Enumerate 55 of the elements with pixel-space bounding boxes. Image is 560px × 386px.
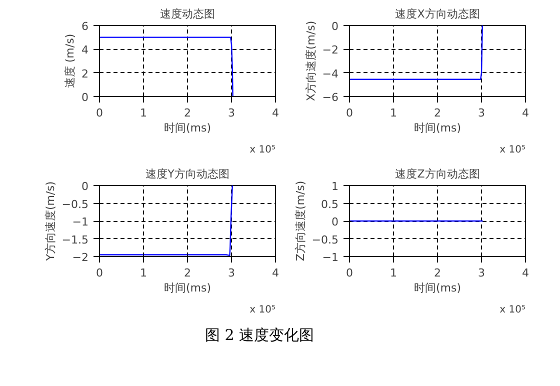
y-tick-label: −1.5 [62, 233, 89, 246]
x-tick-label: 4 [522, 106, 529, 120]
x-axis-title: 时间(ms) [164, 122, 212, 134]
x-tick-label: 2 [184, 106, 191, 120]
x-tick-label: 2 [184, 266, 191, 280]
y-tick-label: 0.5 [321, 198, 339, 211]
x-tick-label: 4 [272, 106, 279, 120]
x-axis-title: 时间(ms) [414, 282, 462, 294]
y-axis-title: 速度 (m/s) [64, 34, 76, 88]
text: x 10⁵ [500, 144, 526, 156]
text: x 10⁵ [250, 144, 276, 156]
y-axis-title: X方向速度(m/s) [304, 20, 318, 102]
x-tick-label: 3 [478, 106, 485, 120]
x-tick-label: 1 [390, 106, 397, 120]
y-tick-label: 0 [82, 180, 88, 193]
x-tick-label: 1 [140, 106, 147, 120]
x-axis-title: 时间(ms) [414, 122, 462, 134]
x-tick-label: 1 [390, 266, 397, 280]
y-axis-title: Z方向速度(m/s) [294, 180, 307, 262]
y-tick-label: 1 [332, 180, 338, 193]
chart-title: 速度动态图 [160, 8, 215, 20]
x-tick-label: 3 [228, 106, 235, 120]
y-tick-label: 2 [82, 67, 88, 80]
x-tick-label: 4 [272, 266, 279, 280]
chart-title: 速度Z方向动态图 [395, 168, 480, 180]
x-tick-label: 0 [96, 106, 103, 120]
chart-title: 速度X方向动态图 [395, 8, 480, 20]
x-tick-label: 1 [140, 266, 147, 280]
y-tick-label: −0.5 [312, 233, 339, 246]
x-tick-label: 2 [434, 106, 441, 120]
y-tick-label: −2 [72, 251, 89, 264]
y-tick-label: 0 [82, 91, 88, 104]
text: x 10⁵ [250, 304, 276, 316]
y-tick-label: −1 [72, 216, 89, 228]
y-axis-title: Y方向速度(m/s) [44, 181, 57, 262]
y-tick-label: −0.5 [62, 198, 89, 211]
x-tick-label: 4 [522, 266, 529, 280]
x-tick-label: 3 [228, 266, 235, 280]
chart-title: 速度Y方向动态图 [146, 168, 230, 180]
y-tick-label: −2 [322, 44, 339, 57]
x-tick-label: 0 [346, 266, 353, 280]
y-tick-label: 6 [82, 20, 88, 33]
x-tick-label: 0 [346, 106, 353, 120]
y-tick-label: 0 [332, 20, 338, 33]
x-axis-title: 时间(ms) [164, 282, 212, 294]
x-tick-label: 3 [478, 266, 485, 280]
y-tick-label: −6 [322, 91, 339, 104]
x-tick-label: 2 [434, 266, 441, 280]
text: x 10⁵ [500, 304, 526, 316]
y-tick-label: 0 [332, 216, 338, 228]
y-tick-label: −4 [322, 67, 339, 80]
caption: 图 2 速度变化图 [205, 325, 314, 346]
y-tick-label: −1 [322, 251, 339, 264]
y-tick-label: 4 [82, 44, 88, 57]
x-tick-label: 0 [96, 266, 103, 280]
